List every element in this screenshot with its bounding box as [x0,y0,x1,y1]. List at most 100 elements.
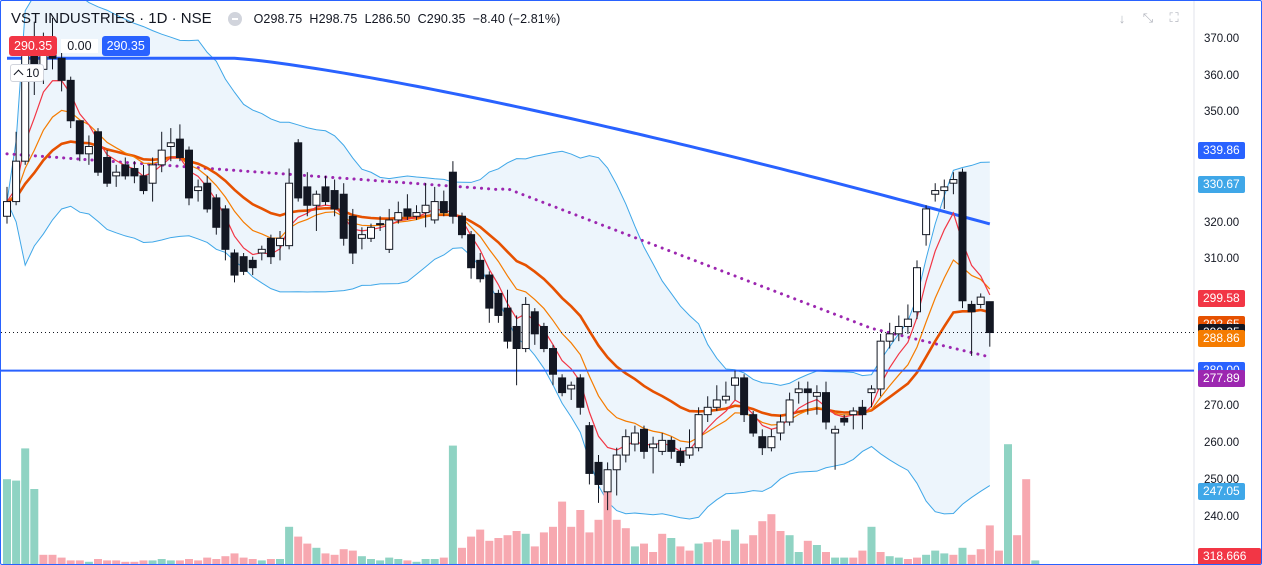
candle-up [257,248,266,254]
candle-down [321,186,330,203]
volume-bar [12,480,21,564]
candle-up [776,421,785,434]
volume-bar [285,526,294,564]
candle-down [558,377,567,394]
candle-up [831,428,840,434]
volume-bar [576,510,585,564]
sell-price-button[interactable]: 290.35 [9,36,58,56]
market-status-icon[interactable] [227,11,242,26]
volume-bar [958,547,967,564]
price-tick-label: 310.00 [1204,253,1240,266]
volume-bar [467,536,476,564]
volume-bar [21,448,30,564]
maximize-icon[interactable]: ⛶ [1169,10,1179,25]
volume-bar [731,529,739,564]
candle-up [166,142,175,147]
volume-bar [785,535,794,564]
price-tag: 288.86 [1198,329,1245,347]
volume-bar [257,560,266,564]
candle-up [157,149,166,166]
open-value: 298.75 [263,11,303,26]
close-label: C [417,11,427,26]
volume-bar [230,553,239,564]
chart-legend-header: VST INDUSTRIES · 1D · NSE O298.75 H298.7… [11,10,560,27]
volume-bar [148,560,157,564]
candle-down [303,186,312,206]
volume-bar [294,536,303,564]
arrow-down-icon[interactable]: ↓ [1118,10,1126,26]
candle-down [667,439,676,452]
volume-bar [175,560,184,564]
open-label: O [253,11,264,26]
low-label: L [364,11,372,26]
volume-bar [1022,479,1031,564]
candle-up [812,392,821,397]
candle-down [94,131,102,173]
candle-up [785,399,794,423]
candle-up [794,388,803,394]
candle-up [285,182,294,247]
candle-up [949,179,958,184]
candle-down [758,436,767,449]
volume-bar [685,550,694,564]
volume-bar [312,547,321,564]
volume-bar [494,538,503,564]
candle-down [676,450,685,463]
candle-down [822,392,830,423]
volume-bar [530,546,539,564]
volume-bar [767,514,776,564]
candle-down [175,138,184,158]
volume-bar [621,528,630,564]
candle-down [740,377,749,416]
high-label: H [309,11,319,26]
volume-bar [712,539,721,564]
volume-bar [858,550,867,564]
price-tick-label: 240.00 [1204,510,1240,523]
quote-row: 290.35 0.00 290.35 [9,36,150,56]
candle-up [357,234,366,239]
volume-bar [549,526,557,564]
volume-bar [985,525,994,564]
volume-bar [403,560,412,564]
candle-down [230,252,239,276]
indicators-toggle-button[interactable]: 10 [10,64,45,82]
candle-up [630,432,639,445]
candle-up [876,340,885,390]
symbol-title[interactable]: VST INDUSTRIES · 1D · NSE [11,10,212,27]
volume-bar [676,546,685,564]
volume-bar [394,559,403,564]
volume-bar [485,540,494,564]
candle-up [603,469,612,493]
volume-bar [903,559,912,564]
collapse-icon[interactable]: ⤡ [1142,10,1154,25]
volume-bar [194,560,203,564]
candle-down [985,301,994,334]
volume-bar [594,519,603,564]
volume-bar [1013,535,1022,564]
candle-down [539,325,548,350]
volume-bar [558,501,567,564]
candle-down [530,311,539,335]
volume-bar [103,560,112,564]
volume-bar [840,557,849,564]
candle-down [339,193,348,239]
volume-bar [922,554,931,564]
volume-bar [130,561,139,564]
price-tag: 339.86 [1198,142,1245,160]
price-tag: 299.58 [1198,290,1245,308]
indicator-count: 10 [26,66,40,80]
candle-up [567,384,576,390]
volume-bar [703,542,712,564]
volume-bar [3,479,11,564]
spread-value: 0.00 [61,39,98,53]
candle-up [976,296,985,305]
price-tick-label: 260.00 [1204,437,1240,450]
volume-bar [75,560,84,564]
candle-down [467,234,476,269]
buy-price-button[interactable]: 290.35 [101,36,150,56]
volume-bar [667,538,676,564]
candle-up [703,406,712,416]
candle-down [549,348,557,375]
